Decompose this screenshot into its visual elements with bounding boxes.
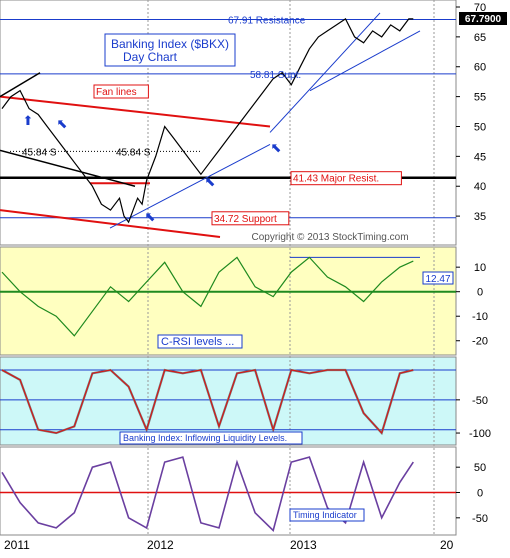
signal-arrow-icon: ⬆ <box>23 113 34 128</box>
y-tick-label: 10 <box>474 262 486 274</box>
y-tick-label: 70 <box>474 2 486 14</box>
resistance-label: 67.91 Resistance <box>228 15 306 26</box>
y-tick-label: 55 <box>474 92 486 104</box>
crsi-series-line <box>1 256 414 337</box>
y-tick-label: 0 <box>477 488 483 500</box>
signal-arrow-icon: ⬉ <box>205 174 216 189</box>
y-tick-label: -100 <box>469 428 491 440</box>
fan-line <box>0 95 271 128</box>
timing-panel-bg <box>0 446 457 536</box>
fan-lines-label-box <box>93 84 149 99</box>
signal-arrow-icon: ⬉ <box>57 116 68 131</box>
fan-line <box>0 209 221 239</box>
trend-line <box>0 149 136 187</box>
liquidity-label-box <box>119 431 303 445</box>
support-45-label-a: 45.84 S <box>22 147 57 158</box>
crsi-last-value: 12.47 <box>425 274 450 285</box>
x-label-next: 20 <box>440 538 454 552</box>
x-label-2011: 2011 <box>4 538 30 552</box>
y-tick-label: 45 <box>474 151 486 163</box>
chart-title: Banking Index ($BKX) <box>111 37 229 51</box>
y-tick-label: -20 <box>472 336 488 348</box>
support-34-label-box <box>211 211 290 226</box>
copyright-text: Copyright © 2013 StockTiming.com <box>251 232 408 243</box>
y-tick-label: 60 <box>474 62 486 74</box>
trend-line <box>109 143 271 229</box>
major-resistance-label: 41.43 Major Resist. <box>293 174 379 185</box>
price-series-line <box>1 18 414 224</box>
liquidity-series-red <box>1 369 414 434</box>
x-label-2013: 2013 <box>290 538 317 552</box>
trend-line <box>0 72 41 98</box>
fan-lines-label: Fan lines <box>96 87 137 98</box>
y-tick-label: 50 <box>474 121 486 133</box>
trend-line <box>269 12 381 133</box>
support-45-label-b: 45.84 S <box>116 147 151 158</box>
crsi-label: C-RSI levels ... <box>161 336 234 348</box>
y-tick-label: -50 <box>472 513 488 525</box>
last-price-badge <box>459 12 507 25</box>
signal-arrow-icon: ⬉ <box>145 209 156 224</box>
title-box <box>104 33 236 67</box>
timing-label: Timing Indicator <box>293 510 357 520</box>
support-34-label: 34.72 Support <box>214 214 277 225</box>
y-tick-label: 65 <box>474 32 486 44</box>
support-label: 58.81 Supt. <box>250 70 301 81</box>
chart-subtitle: Day Chart <box>123 50 178 64</box>
y-tick-label: 40 <box>474 181 486 193</box>
signal-arrow-icon: ⬉ <box>271 140 282 155</box>
major-resistance-label-box <box>290 171 402 186</box>
liquidity-label: Banking Index: Inflowing Liquidity Level… <box>123 433 287 443</box>
crsi-last-badge <box>422 271 454 285</box>
y-tick-label: 50 <box>474 462 486 474</box>
timing-label-box <box>289 508 365 522</box>
crsi-label-box <box>157 334 243 349</box>
x-label-2012: 2012 <box>147 538 174 552</box>
y-tick-label: 0 <box>477 287 483 299</box>
y-tick-label: 35 <box>474 211 486 223</box>
y-tick-label: -10 <box>472 311 488 323</box>
trend-line <box>309 30 421 92</box>
y-tick-label: -50 <box>472 395 488 407</box>
last-price-value: 67.7900 <box>465 14 502 25</box>
